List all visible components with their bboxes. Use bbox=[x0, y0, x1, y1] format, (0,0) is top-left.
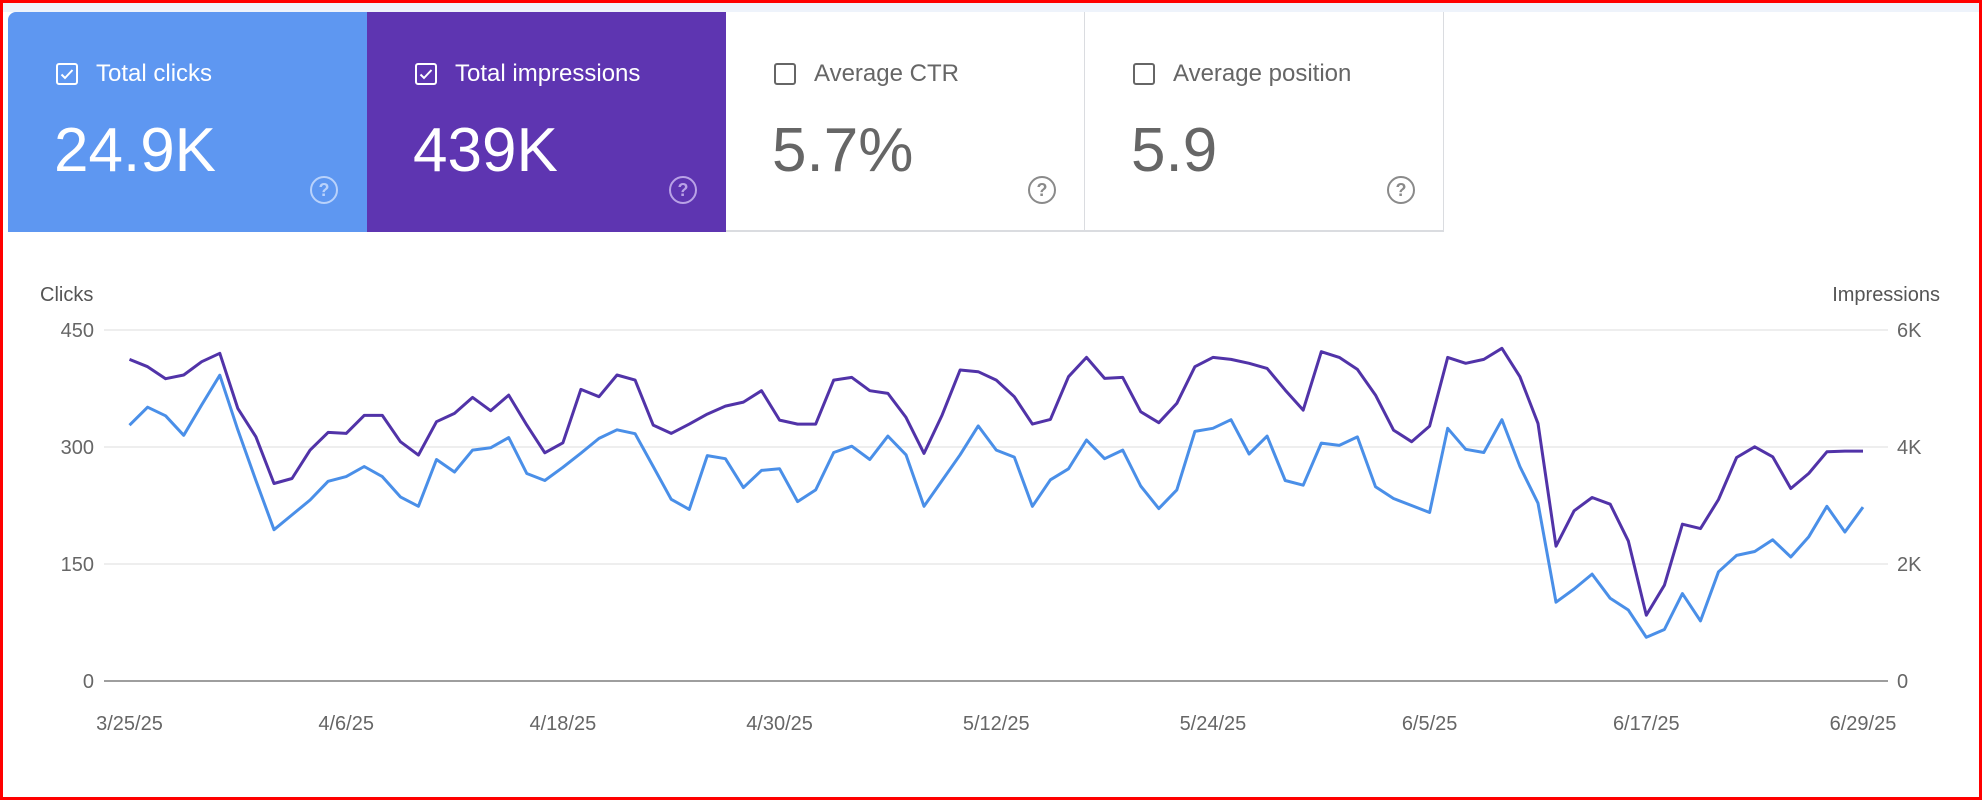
help-icon[interactable]: ? bbox=[310, 176, 338, 204]
series-line-impressions bbox=[128, 346, 1863, 617]
x-tick-label: 5/12/25 bbox=[963, 713, 1030, 735]
metric-card-total-clicks[interactable]: Total clicks 24.9K ? bbox=[8, 12, 367, 232]
metric-card-average-position[interactable]: Average position 5.9 ? bbox=[1085, 12, 1444, 232]
metric-value: 5.9 bbox=[1131, 116, 1218, 185]
checkbox-checked-icon[interactable] bbox=[56, 63, 78, 85]
x-tick-label: 4/18/25 bbox=[530, 713, 597, 735]
metric-value: 5.7% bbox=[772, 116, 914, 185]
x-tick-label: 4/30/25 bbox=[746, 713, 813, 735]
help-icon[interactable]: ? bbox=[1028, 176, 1056, 204]
x-tick-label: 6/5/25 bbox=[1402, 713, 1458, 735]
y-left-tick-label: 150 bbox=[61, 554, 94, 576]
y-left-tick-label: 300 bbox=[61, 437, 94, 459]
metric-label: Average CTR bbox=[814, 60, 959, 87]
y-right-tick-label: 0 bbox=[1897, 671, 1908, 693]
right-axis-title: Impressions bbox=[1832, 284, 1940, 306]
x-tick-label: 4/6/25 bbox=[318, 713, 374, 735]
x-tick-label: 5/24/25 bbox=[1180, 713, 1247, 735]
metric-cards: Total clicks 24.9K ? Total impressions 4… bbox=[8, 12, 1444, 232]
metric-label: Total impressions bbox=[455, 60, 641, 87]
metric-card-total-impressions[interactable]: Total impressions 439K ? bbox=[367, 12, 726, 232]
metric-label: Average position bbox=[1173, 60, 1352, 87]
metric-label: Total clicks bbox=[96, 60, 213, 87]
checkbox-unchecked-icon[interactable] bbox=[1133, 63, 1155, 85]
y-left-tick-label: 450 bbox=[61, 320, 94, 342]
checkbox-checked-icon[interactable] bbox=[415, 63, 437, 85]
x-tick-label: 6/17/25 bbox=[1613, 713, 1680, 735]
x-tick-label: 3/25/25 bbox=[96, 713, 163, 735]
help-icon[interactable]: ? bbox=[1387, 176, 1415, 204]
metric-value: 24.9K bbox=[54, 116, 217, 185]
metric-value: 439K bbox=[413, 116, 558, 185]
top-strip bbox=[3, 3, 1979, 12]
y-left-tick-label: 0 bbox=[83, 671, 94, 693]
checkbox-unchecked-icon[interactable] bbox=[774, 63, 796, 85]
series-line-clicks bbox=[128, 373, 1865, 639]
metric-card-average-ctr[interactable]: Average CTR 5.7% ? bbox=[726, 12, 1085, 232]
y-right-tick-label: 2K bbox=[1897, 554, 1922, 576]
help-icon[interactable]: ? bbox=[669, 176, 697, 204]
y-right-tick-label: 6K bbox=[1897, 320, 1922, 342]
x-tick-label: 6/29/25 bbox=[1830, 713, 1897, 735]
left-axis-title: Clicks bbox=[40, 284, 94, 306]
y-right-tick-label: 4K bbox=[1897, 437, 1922, 459]
